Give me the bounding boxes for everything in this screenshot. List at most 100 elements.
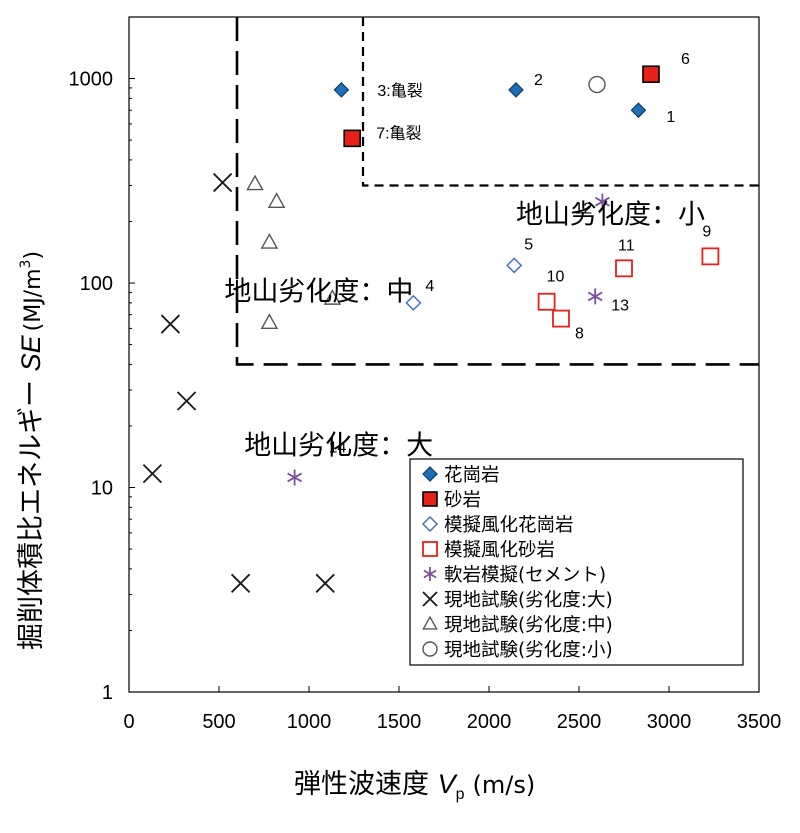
data-point-marker xyxy=(160,314,181,334)
data-point-marker xyxy=(422,591,438,607)
x-tick-label: 3500 xyxy=(737,711,782,733)
region-label: 地山劣化度：中 xyxy=(224,277,413,308)
x-tick-label: 1000 xyxy=(287,711,332,733)
data-point: 2 xyxy=(508,72,543,98)
data-point: 3:亀裂 xyxy=(333,82,423,100)
x-tick-label: 2500 xyxy=(557,711,602,733)
data-point xyxy=(588,75,606,94)
point-label: 9 xyxy=(702,223,711,240)
legend-entry: 砂岩 xyxy=(422,490,481,511)
y-tick-label: 1 xyxy=(102,682,113,704)
point-label: 7:亀裂 xyxy=(376,124,421,142)
data-point-marker xyxy=(323,289,342,305)
data-point: 4 xyxy=(405,278,434,311)
small-degradation-boundary xyxy=(361,17,759,187)
data-point xyxy=(260,313,279,329)
point-label: 11 xyxy=(618,237,635,254)
point-label: 5 xyxy=(524,236,533,253)
data-point xyxy=(246,174,264,191)
x-axis-title: 弾性波速度 Vp (m/s) xyxy=(294,769,535,803)
data-point-marker xyxy=(588,75,606,94)
point-label: 2 xyxy=(534,72,543,89)
data-point: 11 xyxy=(615,237,635,278)
data-point-marker xyxy=(537,292,556,311)
data-point-marker xyxy=(230,573,251,593)
data-point: 7:亀裂 xyxy=(343,124,422,148)
data-point-marker xyxy=(246,174,264,191)
data-point-marker xyxy=(422,466,438,482)
data-point xyxy=(160,314,181,334)
x-tick-label: 2000 xyxy=(467,711,512,733)
legend-label: 花崗岩 xyxy=(444,465,500,486)
data-point-marker xyxy=(422,641,438,657)
y-tick-label: 10 xyxy=(91,478,113,500)
legend-label: 現地試験(劣化度:中) xyxy=(444,615,613,636)
data-point: 6 xyxy=(642,51,690,84)
point-label: 13 xyxy=(611,297,629,314)
series xyxy=(588,75,606,94)
data-point-marker xyxy=(287,469,303,486)
series: 10 8 11 9 xyxy=(537,223,720,343)
series xyxy=(142,172,335,593)
data-point-marker xyxy=(506,257,523,274)
data-point-marker xyxy=(333,82,350,98)
data-point: 12 xyxy=(574,193,610,218)
data-point-marker xyxy=(422,615,438,630)
data-point-marker xyxy=(315,573,335,593)
data-point-marker xyxy=(423,567,437,581)
region-label: 地山劣化度：大 xyxy=(244,431,433,462)
legend-label: 現地試験(劣化度:小) xyxy=(444,640,613,661)
x-tick-label: 1500 xyxy=(377,711,422,733)
data-point-marker xyxy=(343,129,362,148)
data-point: 1 xyxy=(630,102,675,126)
data-point-marker xyxy=(260,232,279,249)
point-label: 3:亀裂 xyxy=(377,82,422,100)
x-tick-label: 0 xyxy=(123,711,134,733)
data-point-marker xyxy=(642,65,660,84)
data-point-marker xyxy=(260,313,279,329)
series: 3:亀裂 2 1 xyxy=(333,72,675,126)
data-point xyxy=(267,192,286,208)
data-point-marker xyxy=(421,515,439,533)
data-point-marker xyxy=(422,491,438,507)
data-point: 13 xyxy=(587,288,629,314)
point-label: 12 xyxy=(574,201,592,218)
series: 6 7:亀裂 xyxy=(343,51,690,148)
legend-entry: 現地試験(劣化度:大) xyxy=(422,590,613,611)
data-point: 9 xyxy=(701,223,720,266)
legend-entry: 現地試験(劣化度:中) xyxy=(422,615,613,636)
point-label: 8 xyxy=(575,326,584,343)
x-tick-label: 500 xyxy=(202,711,235,733)
legend-entry: 模擬風化砂岩 xyxy=(422,540,555,561)
data-point-marker xyxy=(587,288,603,305)
y-axis-title: 掘削体積比エネルギー SE(MJ/m3) xyxy=(16,251,47,650)
plot-frame xyxy=(128,16,760,693)
region-boundaries xyxy=(235,17,759,366)
data-point: 8 xyxy=(552,309,584,343)
legend-label: 模擬風化砂岩 xyxy=(444,540,555,561)
legend-label: 砂岩 xyxy=(444,490,481,511)
legend-entry: 軟岩模擬(セメント) xyxy=(423,565,606,586)
data-point xyxy=(142,463,163,484)
data-point xyxy=(176,391,197,411)
legend-entry: 花崗岩 xyxy=(422,465,500,486)
data-point-marker xyxy=(176,391,197,411)
data-point xyxy=(212,172,233,193)
data-point: 5 xyxy=(506,236,533,274)
data-point xyxy=(260,232,279,249)
data-point-marker xyxy=(630,102,647,119)
series: 12 13 14 xyxy=(287,193,629,486)
y-tick-label: 1000 xyxy=(69,69,114,91)
point-label: 14 xyxy=(329,439,347,456)
data-point-marker xyxy=(267,192,286,208)
legend-label: 軟岩模擬(セメント) xyxy=(444,565,606,586)
legend-entry: 模擬風化花崗岩 xyxy=(421,515,574,536)
y-tick-label: 100 xyxy=(80,273,113,295)
series xyxy=(246,174,342,329)
data-point: 10 xyxy=(537,269,565,311)
point-label: 10 xyxy=(547,269,565,286)
data-point: 14 xyxy=(287,439,347,486)
legend-label: 模擬風化花崗岩 xyxy=(444,515,574,536)
data-point xyxy=(315,573,335,593)
